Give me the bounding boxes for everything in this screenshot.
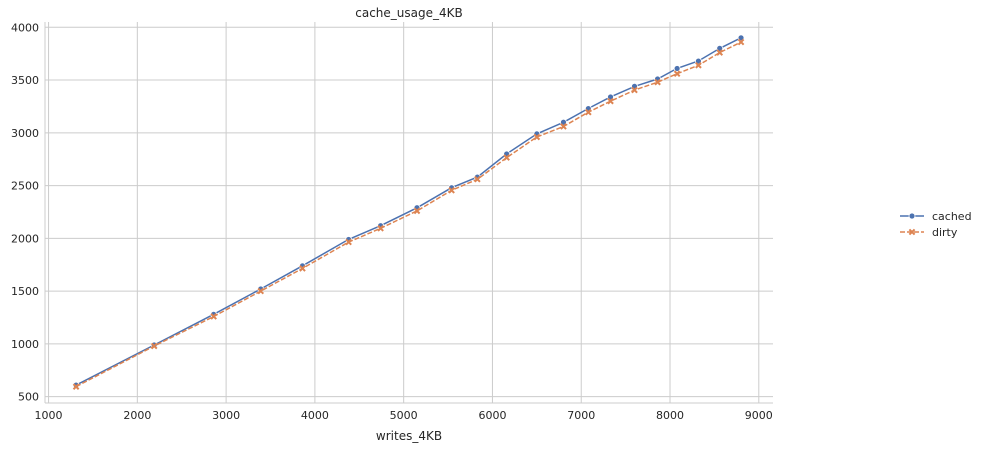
data-point-dirty bbox=[448, 187, 455, 194]
y-tick-label: 1500 bbox=[11, 285, 39, 298]
series-line-cached bbox=[75, 37, 742, 386]
x-tick-label: 8000 bbox=[656, 409, 684, 422]
y-tick-label: 2500 bbox=[11, 180, 39, 193]
data-point-dirty bbox=[607, 97, 614, 105]
legend-swatch-marker bbox=[908, 228, 916, 236]
data-point-dirty bbox=[673, 70, 681, 78]
x-tick-label: 4000 bbox=[301, 409, 329, 422]
x-tick-label: 5000 bbox=[390, 409, 418, 422]
data-point-dirty bbox=[413, 207, 421, 215]
x-tick-label: 6000 bbox=[478, 409, 506, 422]
y-tick-label: 3000 bbox=[11, 127, 39, 140]
x-axis-title: writes_4KB bbox=[376, 429, 442, 443]
x-tick-label: 9000 bbox=[745, 409, 773, 422]
axes-spines bbox=[44, 22, 773, 404]
series-dirty bbox=[72, 38, 745, 390]
y-tick-label: 3500 bbox=[11, 74, 39, 87]
data-point-dirty bbox=[695, 61, 702, 69]
series bbox=[72, 34, 745, 390]
y-tick-labels: 500 1000 1500 2000 2500 3000 3500 4000 bbox=[11, 21, 39, 403]
series-line-dirty bbox=[75, 41, 742, 388]
x-tick-label: 3000 bbox=[212, 409, 240, 422]
legend: cached dirty bbox=[900, 210, 972, 239]
chart-title: cache_usage_4KB bbox=[355, 6, 462, 20]
data-point-dirty bbox=[150, 342, 158, 350]
legend-swatch-marker bbox=[908, 212, 916, 220]
legend-item-cached: cached bbox=[900, 210, 972, 223]
data-point-dirty bbox=[560, 123, 567, 130]
x-tick-labels: 1000 2000 3000 4000 5000 6000 7000 8000 9000 bbox=[35, 409, 773, 422]
data-point-dirty bbox=[737, 38, 745, 46]
data-point-dirty bbox=[533, 133, 541, 141]
data-point-dirty bbox=[72, 383, 80, 390]
data-point-dirty bbox=[654, 78, 661, 86]
series-cached bbox=[72, 34, 745, 389]
legend-label: cached bbox=[932, 210, 972, 223]
data-point-dirty bbox=[210, 313, 217, 320]
data-point-dirty bbox=[299, 265, 306, 272]
y-tick-label: 500 bbox=[18, 391, 39, 404]
x-tick-label: 2000 bbox=[123, 409, 151, 422]
data-point-dirty bbox=[377, 225, 384, 232]
x-tick-label: 7000 bbox=[567, 409, 595, 422]
legend-item-dirty: dirty bbox=[900, 226, 958, 239]
data-point-dirty bbox=[716, 49, 724, 56]
data-point-dirty bbox=[503, 154, 510, 161]
legend-label: dirty bbox=[932, 226, 958, 239]
y-tick-label: 2000 bbox=[11, 232, 39, 245]
y-tick-label: 1000 bbox=[11, 338, 39, 351]
data-point-dirty bbox=[257, 287, 265, 295]
x-tick-label: 1000 bbox=[35, 409, 63, 422]
data-point-dirty bbox=[585, 108, 592, 116]
data-point-dirty bbox=[474, 175, 481, 183]
grid bbox=[45, 22, 773, 403]
data-point-cached bbox=[673, 65, 681, 72]
data-point-dirty bbox=[631, 86, 638, 94]
data-point-dirty bbox=[345, 238, 352, 246]
y-tick-label: 4000 bbox=[11, 21, 39, 34]
